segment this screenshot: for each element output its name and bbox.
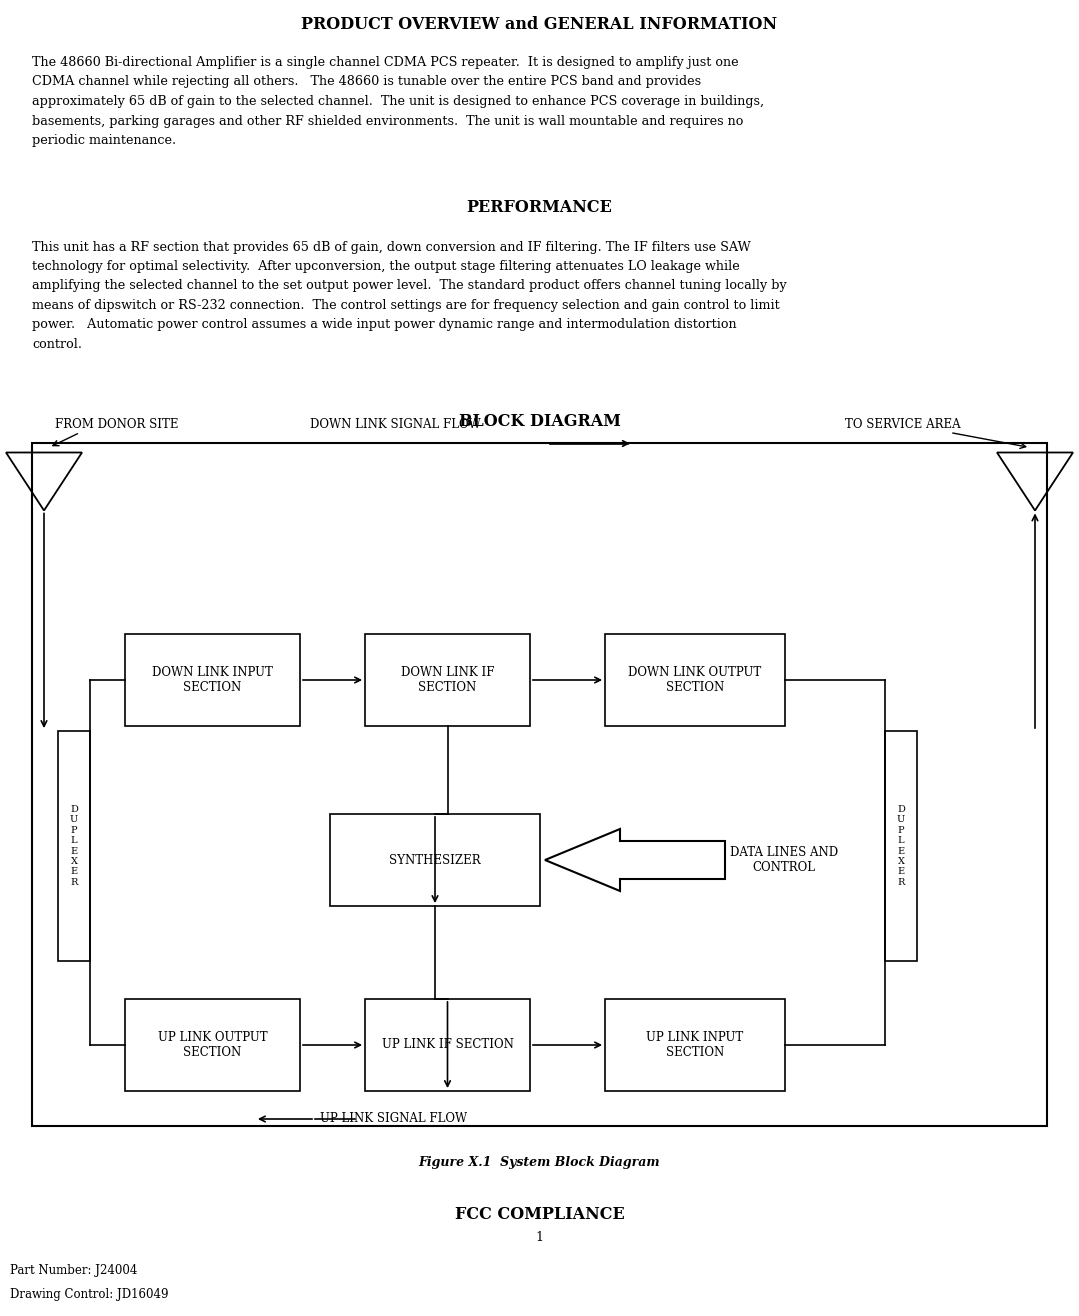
Text: PRODUCT OVERVIEW and GENERAL INFORMATION: PRODUCT OVERVIEW and GENERAL INFORMATION [301, 16, 778, 33]
Text: 1: 1 [535, 1230, 544, 1244]
Text: technology for optimal selectivity.  After upconversion, the output stage filter: technology for optimal selectivity. Afte… [32, 261, 740, 272]
Text: D
U
P
L
E
X
E
R: D U P L E X E R [70, 805, 78, 887]
Text: UP LINK OUTPUT
SECTION: UP LINK OUTPUT SECTION [158, 1030, 268, 1059]
Text: CDMA channel while rejecting all others.   The 48660 is tunable over the entire : CDMA channel while rejecting all others.… [32, 75, 701, 88]
Bar [605, 634, 786, 726]
Text: PERFORMANCE: PERFORMANCE [466, 199, 613, 216]
Bar [885, 730, 917, 961]
Text: UP LINK SIGNAL FLOW: UP LINK SIGNAL FLOW [320, 1112, 467, 1125]
Text: Part Number: J24004: Part Number: J24004 [10, 1263, 137, 1277]
Text: D
U
P
L
E
X
E
R: D U P L E X E R [897, 805, 905, 887]
Bar [125, 999, 300, 1091]
Text: DOWN LINK SIGNAL FLOW: DOWN LINK SIGNAL FLOW [310, 417, 481, 430]
Text: Figure X.1  System Block Diagram: Figure X.1 System Block Diagram [419, 1155, 660, 1169]
Text: amplifying the selected channel to the set output power level.  The standard pro: amplifying the selected channel to the s… [32, 279, 787, 292]
Text: UP LINK IF SECTION: UP LINK IF SECTION [382, 1038, 514, 1051]
Bar [365, 999, 530, 1091]
Text: DATA LINES AND
CONTROL: DATA LINES AND CONTROL [730, 846, 838, 874]
Bar [365, 634, 530, 726]
Text: basements, parking garages and other RF shielded environments.  The unit is wall: basements, parking garages and other RF … [32, 114, 743, 128]
Text: TO SERVICE AREA: TO SERVICE AREA [845, 417, 960, 430]
Text: FROM DONOR SITE: FROM DONOR SITE [55, 417, 178, 430]
Text: DOWN LINK INPUT
SECTION: DOWN LINK INPUT SECTION [152, 666, 273, 694]
Text: DOWN LINK OUTPUT
SECTION: DOWN LINK OUTPUT SECTION [628, 666, 762, 694]
Text: BLOCK DIAGRAM: BLOCK DIAGRAM [459, 412, 620, 429]
Bar [605, 999, 786, 1091]
Text: periodic maintenance.: periodic maintenance. [32, 134, 176, 147]
Text: control.: control. [32, 338, 82, 351]
Bar [125, 634, 300, 726]
Text: Drawing Control: JD16049: Drawing Control: JD16049 [10, 1288, 168, 1302]
Text: DOWN LINK IF
SECTION: DOWN LINK IF SECTION [400, 666, 494, 694]
Bar [330, 815, 540, 905]
Bar [32, 442, 1047, 1126]
Text: SYNTHESIZER: SYNTHESIZER [390, 854, 481, 866]
Text: power.   Automatic power control assumes a wide input power dynamic range and in: power. Automatic power control assumes a… [32, 318, 737, 332]
Text: FCC COMPLIANCE: FCC COMPLIANCE [454, 1205, 625, 1223]
Text: This unit has a RF section that provides 65 dB of gain, down conversion and IF f: This unit has a RF section that provides… [32, 241, 751, 254]
Bar [58, 730, 90, 961]
Text: The 48660 Bi-directional Amplifier is a single channel CDMA PCS repeater.  It is: The 48660 Bi-directional Amplifier is a … [32, 57, 739, 68]
Text: UP LINK INPUT
SECTION: UP LINK INPUT SECTION [646, 1030, 743, 1059]
Text: means of dipswitch or RS-232 connection.  The control settings are for frequency: means of dipswitch or RS-232 connection.… [32, 299, 780, 312]
Text: approximately 65 dB of gain to the selected channel.  The unit is designed to en: approximately 65 dB of gain to the selec… [32, 95, 764, 108]
